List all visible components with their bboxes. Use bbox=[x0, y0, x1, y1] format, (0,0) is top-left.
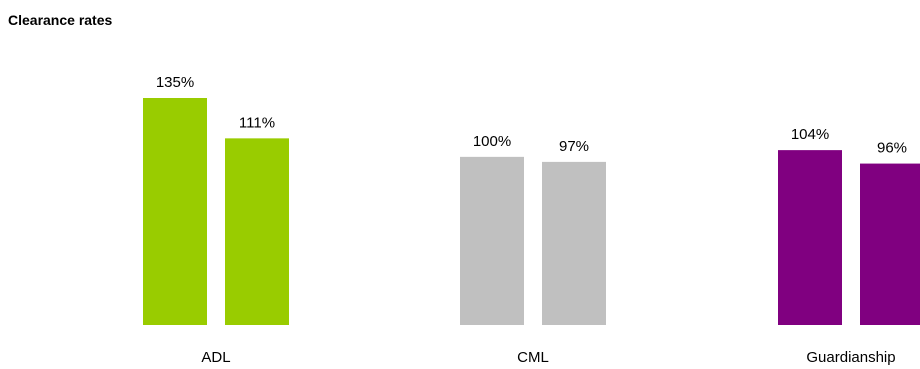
bar-cml-2 bbox=[542, 161, 606, 325]
bar-guardianship-1 bbox=[778, 150, 842, 325]
bar-cml-1 bbox=[460, 156, 524, 325]
data-label-guardianship-2: 96% bbox=[877, 140, 907, 157]
bar-adl-2 bbox=[225, 138, 289, 325]
category-label-adl: ADL bbox=[201, 349, 230, 366]
data-label-adl-2: 111% bbox=[239, 114, 275, 131]
bar-guardianship-2 bbox=[860, 163, 920, 325]
category-label-guardianship: Guardianship bbox=[806, 349, 895, 366]
bar-adl-1 bbox=[143, 98, 207, 325]
data-label-adl-1: 135% bbox=[156, 74, 194, 91]
category-label-cml: CML bbox=[517, 349, 549, 366]
chart-title: Clearance rates bbox=[8, 12, 113, 28]
data-label-cml-2: 97% bbox=[559, 138, 589, 155]
data-label-guardianship-1: 104% bbox=[791, 126, 829, 143]
data-label-cml-1: 100% bbox=[473, 133, 511, 150]
